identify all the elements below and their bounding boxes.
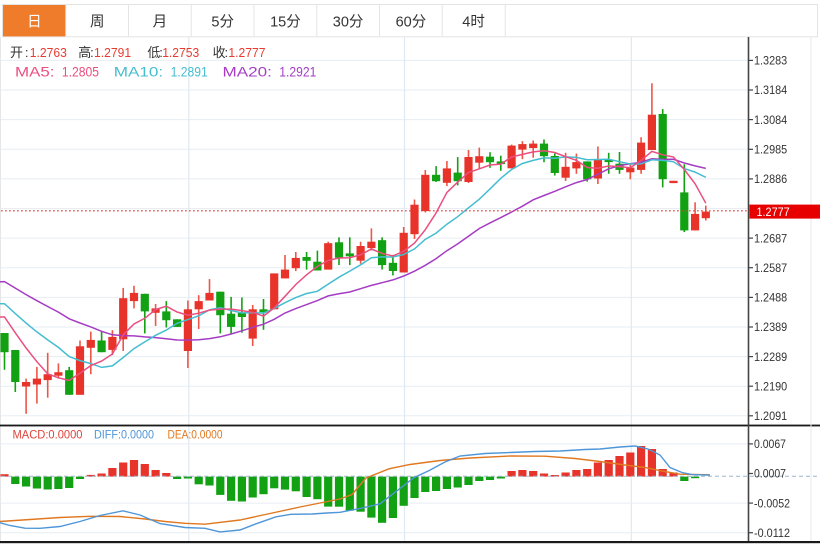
svg-text:周: 周: [90, 15, 105, 31]
svg-text:月: 月: [153, 15, 168, 31]
svg-text:1.2886: 1.2886: [754, 172, 788, 186]
svg-text:1.3084: 1.3084: [754, 113, 788, 127]
svg-text:1.2091: 1.2091: [754, 409, 787, 423]
svg-text:0.0067: 0.0067: [754, 437, 786, 451]
svg-text:-0.0112: -0.0112: [754, 526, 790, 540]
svg-text:1.2777: 1.2777: [757, 205, 790, 219]
svg-text:1.2190: 1.2190: [754, 379, 788, 393]
svg-text:0.0007: 0.0007: [754, 467, 786, 481]
svg-text:日: 日: [27, 15, 42, 31]
svg-text:60分: 60分: [396, 14, 427, 31]
svg-text:-0.0052: -0.0052: [754, 496, 790, 510]
svg-text:4时: 4时: [462, 14, 485, 31]
svg-text:1.2289: 1.2289: [754, 350, 787, 364]
svg-text:1.2587: 1.2587: [754, 261, 787, 275]
svg-text:30分: 30分: [333, 14, 364, 31]
svg-text:1.3184: 1.3184: [754, 83, 788, 97]
svg-text:15分: 15分: [270, 14, 301, 31]
svg-text:5分: 5分: [211, 14, 234, 31]
svg-text:1.2985: 1.2985: [754, 143, 788, 157]
svg-text:1.2687: 1.2687: [754, 231, 787, 245]
svg-text:1.2488: 1.2488: [754, 291, 788, 305]
svg-text:1.2389: 1.2389: [754, 320, 787, 334]
svg-text:1.3283: 1.3283: [754, 54, 788, 68]
